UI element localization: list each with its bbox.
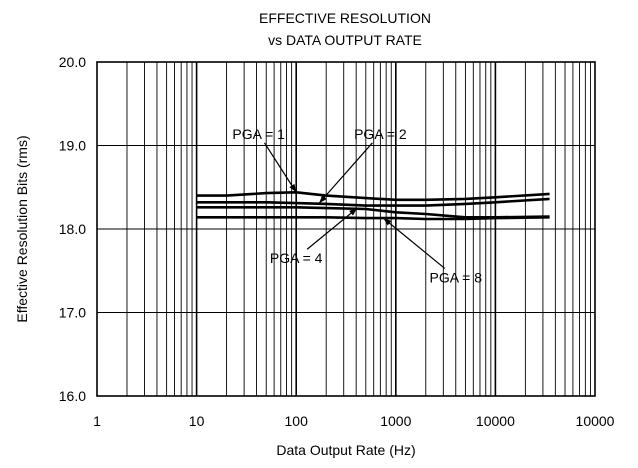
x-axis-label: Data Output Rate (Hz) (276, 442, 415, 458)
x-tick-label: 100 (285, 413, 309, 429)
series-line-4 (196, 216, 550, 221)
annotation-label-4: PGA = 8 (429, 269, 482, 285)
x-tick-label: 10000 (576, 413, 615, 429)
annotation-leader-2 (318, 142, 373, 204)
series-line-3 (196, 206, 550, 219)
chart-title-line2: vs DATA OUTPUT RATE (268, 32, 422, 48)
series-lines (196, 191, 550, 221)
series-line-2 (196, 197, 550, 207)
y-tick-label: 16.0 (59, 388, 86, 404)
annotation-leader-4 (382, 217, 446, 269)
y-tick-label: 19.0 (59, 138, 86, 154)
y-tick-label: 18.0 (59, 221, 86, 237)
annotation-arrowhead-3 (349, 208, 358, 216)
plot-frame (96, 61, 596, 397)
grid (97, 62, 595, 396)
x-tick-label: 1 (93, 413, 101, 429)
annotation-leader-1 (263, 142, 297, 193)
y-tick-label: 20.0 (59, 54, 86, 70)
annotation-label-1: PGA = 1 (232, 126, 285, 142)
x-tick-label: 10000 (476, 413, 515, 429)
annotation-arrowhead-1 (289, 183, 297, 193)
annotation-label-2: PGA = 2 (354, 126, 407, 142)
x-tick-label: 1000 (380, 413, 411, 429)
annotations: PGA = 1 PGA = 2 PGA = 4 PGA = 8 (232, 126, 482, 286)
x-tick-label: 10 (189, 413, 205, 429)
annotation-arrowhead-4 (383, 218, 392, 226)
annotation-arrowhead-2 (319, 195, 327, 204)
y-tick-labels: 16.0 17.0 18.0 19.0 20.0 (59, 54, 86, 404)
series-line-1 (196, 191, 550, 202)
chart-title-line1: EFFECTIVE RESOLUTION (259, 10, 431, 26)
y-tick-label: 17.0 (59, 305, 86, 321)
x-tick-labels: 1 10 100 1000 10000 10000 (93, 413, 615, 429)
annotation-leader-3 (306, 207, 358, 250)
annotation-label-3: PGA = 4 (270, 250, 323, 266)
y-axis-label: Effective Resolution Bits (rms) (14, 135, 30, 322)
